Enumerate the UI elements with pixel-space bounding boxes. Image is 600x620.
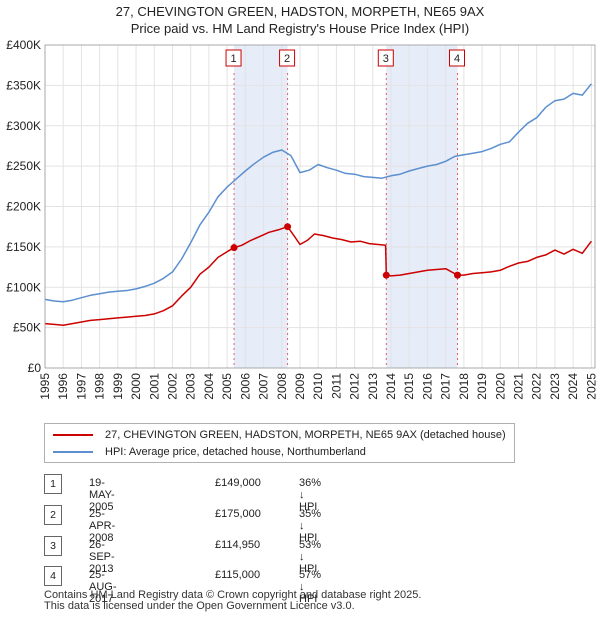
x-tick-label: 1998 xyxy=(93,373,107,400)
legend-label-hpi: HPI: Average price, detached house, Nort… xyxy=(105,446,366,458)
x-tick-label: 1996 xyxy=(56,373,70,400)
x-tick-label: 2005 xyxy=(220,373,234,400)
x-tick-label: 2007 xyxy=(257,373,271,400)
x-tick-label: 2009 xyxy=(293,373,307,400)
x-tick-label: 2008 xyxy=(275,373,289,400)
x-tick-label: 1997 xyxy=(74,373,88,400)
price-chart: £0 £50K £100K £150K £200K £250K £300K £350K £400… xyxy=(6,38,598,400)
x-tick-label: 2025 xyxy=(584,373,598,400)
x-tick-label: 2001 xyxy=(147,373,161,400)
x-tick-label: 2013 xyxy=(366,373,380,400)
y-tick-label: £150K xyxy=(6,240,41,254)
transaction-date: 25-AUG-2017 xyxy=(89,569,117,605)
x-tick-label: 2014 xyxy=(384,373,398,400)
sale-label-box xyxy=(449,49,465,67)
x-tick-label: 2023 xyxy=(548,373,562,400)
sale-label: 3 xyxy=(383,53,389,65)
x-tick-label: 2010 xyxy=(311,373,325,400)
x-tick-label: 1999 xyxy=(111,373,125,400)
legend-item-hpi: HPI: Average price, detached house, Nort… xyxy=(53,444,366,460)
plot-frame xyxy=(44,44,596,369)
chart-subtitle: Price paid vs. HM Land Registry's House … xyxy=(130,21,470,36)
x-tick-label: 2011 xyxy=(329,373,343,399)
sale-label-box xyxy=(225,49,242,67)
transaction-number: 1 xyxy=(44,474,62,494)
transaction-number: 4 xyxy=(44,566,62,586)
y-tick-label: £200K xyxy=(6,200,41,214)
x-tick-label: 2004 xyxy=(202,373,216,400)
transaction-hpi-diff: 36% ↓ HPI xyxy=(299,477,322,513)
footer-line-2: This data is licensed under the Open Gov… xyxy=(44,600,355,612)
x-tick-label: 2003 xyxy=(184,373,198,400)
x-tick-label: 2015 xyxy=(402,373,416,400)
sale-point xyxy=(454,271,461,279)
legend-swatch-property xyxy=(53,434,93,436)
sale-label-box xyxy=(279,49,296,67)
sale-point xyxy=(382,271,390,279)
transaction-date: 25-APR-2008 xyxy=(89,508,116,544)
y-tick-label: £300K xyxy=(6,119,41,133)
transaction-price: £114,950 xyxy=(215,539,261,551)
transaction-hpi-diff: 57% ↓ HPI xyxy=(299,569,322,605)
x-tick-label: 2021 xyxy=(512,373,526,400)
x-tick-label: 1995 xyxy=(38,373,52,400)
legend-item-property: 27, CHEVINGTON GREEN, HADSTON, MORPETH, … xyxy=(53,427,506,443)
sale-point xyxy=(284,223,292,231)
y-tick-label: £50K xyxy=(13,321,41,335)
sale-label: 2 xyxy=(284,53,290,65)
sale-label: 1 xyxy=(230,53,236,65)
sale-label-box xyxy=(377,49,394,67)
transaction-hpi-diff: 35% ↓ HPI xyxy=(299,508,322,544)
x-tick-label: 2018 xyxy=(457,373,471,400)
y-tick-label: £250K xyxy=(6,159,41,173)
x-tick-label: 2006 xyxy=(238,373,252,400)
legend-swatch-hpi xyxy=(53,451,93,453)
y-tick-label: £0 xyxy=(28,361,42,375)
transaction-date: 19-MAY-2005 xyxy=(89,477,115,513)
x-tick-label: 2012 xyxy=(348,373,362,400)
x-tick-label: 2000 xyxy=(129,373,143,400)
x-tick-label: 2019 xyxy=(475,373,489,400)
sale-label: 4 xyxy=(454,53,460,65)
x-tick-label: 2016 xyxy=(420,373,434,400)
x-tick-label: 2020 xyxy=(493,373,507,400)
transaction-price: £175,000 xyxy=(215,508,261,520)
transaction-hpi-diff: 53% ↓ HPI xyxy=(299,539,322,575)
y-tick-label: £400K xyxy=(6,38,41,52)
x-tick-label: 2024 xyxy=(566,373,580,400)
x-tick-label: 2022 xyxy=(530,373,544,400)
transaction-price: £149,000 xyxy=(215,477,261,489)
y-tick-label: £100K xyxy=(6,280,41,294)
legend: 27, CHEVINGTON GREEN, HADSTON, MORPETH, … xyxy=(44,423,515,463)
footer-copyright: Contains HM Land Registry data © Crown c… xyxy=(44,590,421,612)
sale-point xyxy=(230,244,238,252)
transaction-date: 26-SEP-2013 xyxy=(89,539,115,575)
footer-line-1: Contains HM Land Registry data © Crown c… xyxy=(44,589,422,601)
x-tick-label: 2017 xyxy=(439,373,453,400)
property-price-line xyxy=(44,225,592,326)
transaction-price: £115,000 xyxy=(215,569,261,581)
hpi-line xyxy=(44,83,592,303)
legend-label-property: 27, CHEVINGTON GREEN, HADSTON, MORPETH, … xyxy=(105,429,506,441)
y-tick-label: £350K xyxy=(6,78,41,92)
transaction-number: 2 xyxy=(44,505,62,525)
chart-title: 27, CHEVINGTON GREEN, HADSTON, MORPETH, … xyxy=(115,4,485,19)
transaction-number: 3 xyxy=(44,536,62,556)
x-tick-label: 2002 xyxy=(165,373,179,400)
